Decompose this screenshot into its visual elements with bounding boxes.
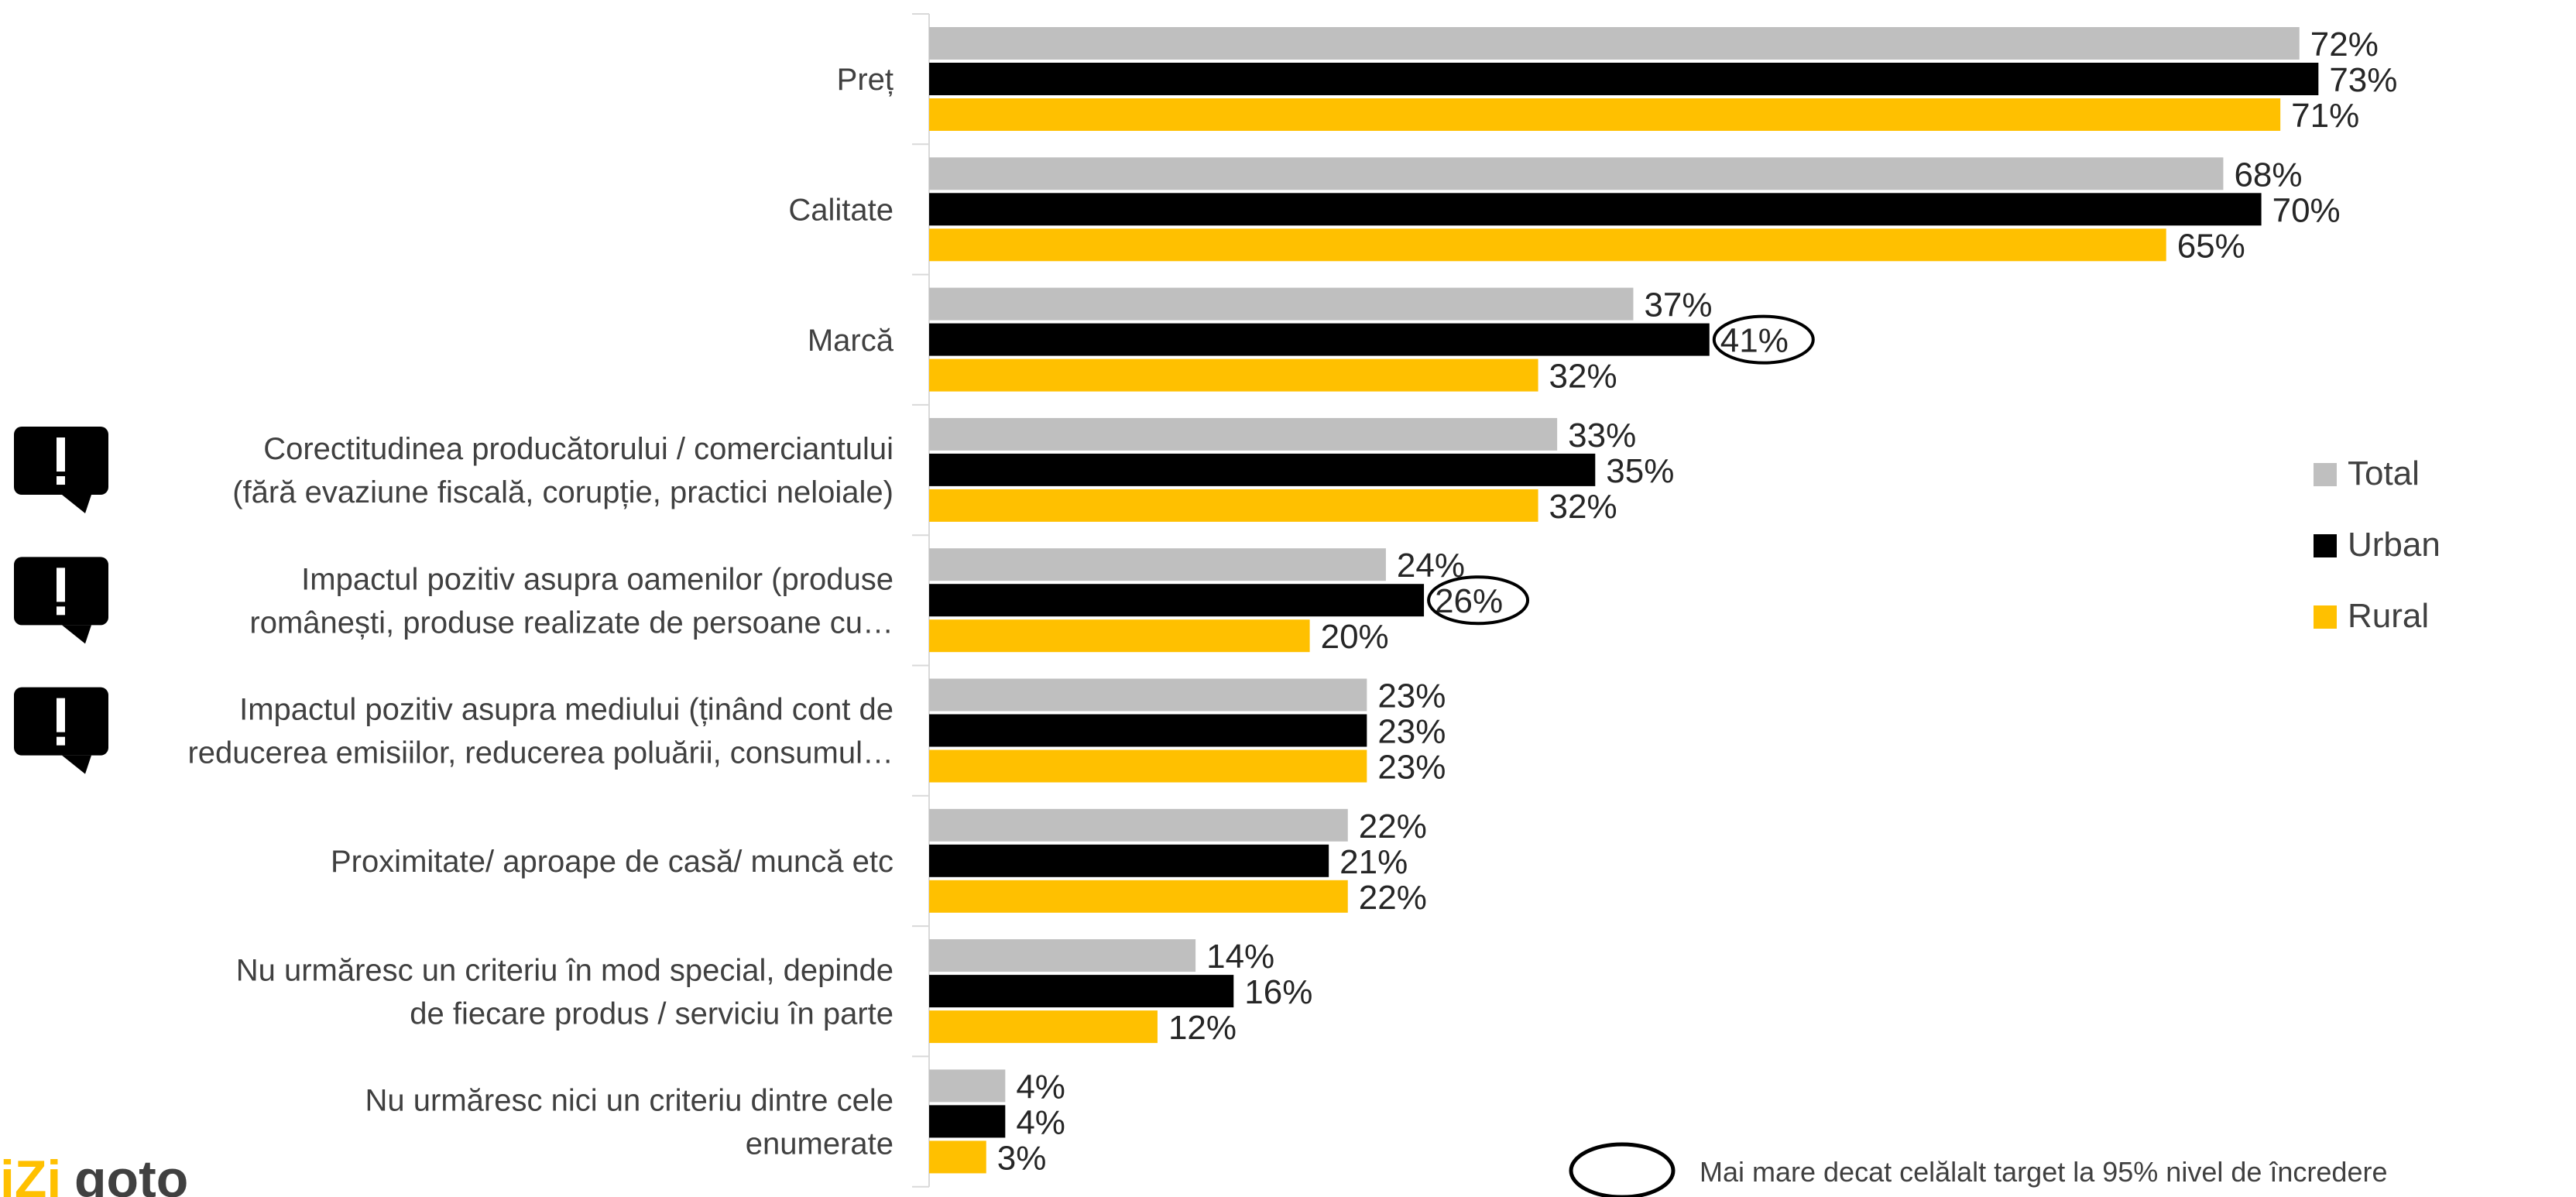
bar-total bbox=[929, 548, 1386, 581]
bar-urban bbox=[929, 193, 2262, 225]
legend-label-rural: Rural bbox=[2348, 597, 2429, 635]
value-label-urban: 16% bbox=[1244, 973, 1312, 1011]
value-label-total: 33% bbox=[1568, 417, 1636, 454]
value-label-rural: 32% bbox=[1549, 488, 1617, 526]
legend-swatch-rural bbox=[2314, 605, 2337, 629]
category-label: românești, produse realizate de persoane… bbox=[249, 605, 894, 640]
exclamation-speech-bubble-icon bbox=[14, 557, 108, 643]
value-label-rural: 20% bbox=[1321, 618, 1389, 656]
bar-urban bbox=[929, 845, 1329, 877]
category-label: de fiecare produs / serviciu în parte bbox=[410, 996, 894, 1031]
bar-rural bbox=[929, 750, 1367, 783]
flag-icons-group bbox=[14, 427, 108, 774]
bar-rural bbox=[929, 1140, 986, 1173]
bar-urban bbox=[929, 975, 1233, 1007]
value-label-total: 37% bbox=[1644, 286, 1712, 324]
value-label-rural: 65% bbox=[2177, 227, 2245, 265]
bar-urban bbox=[929, 454, 1595, 486]
value-label-rural: 12% bbox=[1168, 1009, 1237, 1047]
highlight-note: Mai mare decat celălalt target la 95% ni… bbox=[1571, 1144, 2387, 1197]
value-label-urban: 35% bbox=[1606, 452, 1674, 490]
bar-urban bbox=[929, 63, 2318, 95]
value-label-total: 68% bbox=[2234, 156, 2302, 194]
category-label: Proximitate/ aproape de casă/ muncă etc bbox=[331, 845, 894, 879]
legend-label-urban: Urban bbox=[2348, 526, 2441, 564]
bar-total bbox=[929, 27, 2300, 60]
logo-text-prefix: iZi bbox=[0, 1150, 61, 1197]
value-label-total: 22% bbox=[1359, 808, 1427, 845]
izi-logo: iZi goto bbox=[0, 1150, 188, 1197]
bar-rural bbox=[929, 98, 2280, 131]
bar-rural bbox=[929, 880, 1348, 913]
bar-urban bbox=[929, 715, 1367, 747]
value-label-urban: 73% bbox=[2329, 61, 2397, 99]
category-label: Nu urmăresc un criteriu în mod special, … bbox=[236, 953, 894, 987]
highlight-note-label: Mai mare decat celălalt target la 95% ni… bbox=[1700, 1156, 2387, 1188]
category-label: Preț bbox=[837, 63, 894, 97]
category-label: Impactul pozitiv asupra oamenilor (produ… bbox=[301, 562, 894, 596]
bar-total bbox=[929, 1069, 1005, 1102]
bar-rural bbox=[929, 228, 2166, 261]
legend-swatch-total bbox=[2314, 463, 2337, 486]
category-labels-group: Preț Calitate Marcă Corectitudinea producăt… bbox=[187, 63, 894, 1161]
category-label: Corectitudinea producătorului / comercia… bbox=[263, 432, 894, 466]
category-label: reducerea emisiilor, reducerea poluării,… bbox=[187, 736, 894, 770]
category-label: Calitate bbox=[788, 193, 894, 227]
exclamation-speech-bubble-icon bbox=[14, 427, 108, 513]
bar-total bbox=[929, 157, 2223, 190]
value-label-urban: 21% bbox=[1339, 843, 1408, 881]
bar-total bbox=[929, 288, 1633, 321]
value-label-rural: 71% bbox=[2291, 97, 2359, 135]
logo-text-suffix: goto bbox=[74, 1150, 188, 1197]
value-label-rural: 3% bbox=[997, 1139, 1047, 1177]
bar-rural bbox=[929, 359, 1538, 392]
bar-total bbox=[929, 809, 1348, 842]
value-label-urban: 41% bbox=[1720, 322, 1789, 360]
value-label-urban: 4% bbox=[1016, 1103, 1065, 1141]
value-label-total: 23% bbox=[1377, 677, 1446, 715]
value-label-rural: 22% bbox=[1359, 879, 1427, 917]
value-label-rural: 23% bbox=[1377, 749, 1446, 787]
value-label-rural: 32% bbox=[1549, 358, 1617, 396]
bar-rural bbox=[929, 619, 1310, 652]
legend-swatch-urban bbox=[2314, 534, 2337, 557]
category-label: Nu urmăresc nici un criteriu dintre cele bbox=[365, 1084, 894, 1118]
bar-total bbox=[929, 939, 1195, 972]
value-label-urban: 23% bbox=[1377, 713, 1446, 751]
value-label-total: 4% bbox=[1016, 1068, 1065, 1106]
value-label-urban: 70% bbox=[2272, 191, 2341, 229]
category-label: Marcă bbox=[808, 324, 894, 358]
highlight-ellipse-icon bbox=[1571, 1144, 1673, 1197]
category-label: Impactul pozitiv asupra mediului (ținând… bbox=[239, 693, 894, 727]
legend: Total Urban Rural bbox=[2314, 454, 2441, 635]
category-label: (fără evaziune fiscală, corupție, practi… bbox=[232, 475, 894, 509]
bar-total bbox=[929, 679, 1367, 712]
value-label-total: 14% bbox=[1206, 938, 1274, 976]
category-label: enumerate bbox=[746, 1127, 894, 1161]
bar-rural bbox=[929, 1010, 1158, 1043]
bar-urban bbox=[929, 1105, 1005, 1137]
value-label-total: 72% bbox=[2310, 26, 2379, 63]
bar-urban bbox=[929, 584, 1424, 616]
bar-total bbox=[929, 418, 1557, 451]
bars-group bbox=[929, 27, 2318, 1173]
category-axis bbox=[912, 14, 929, 1187]
value-label-urban: 26% bbox=[1435, 582, 1503, 620]
bar-urban bbox=[929, 324, 1710, 356]
exclamation-speech-bubble-icon bbox=[14, 688, 108, 774]
bar-rural bbox=[929, 489, 1538, 522]
legend-label-total: Total bbox=[2348, 454, 2420, 492]
